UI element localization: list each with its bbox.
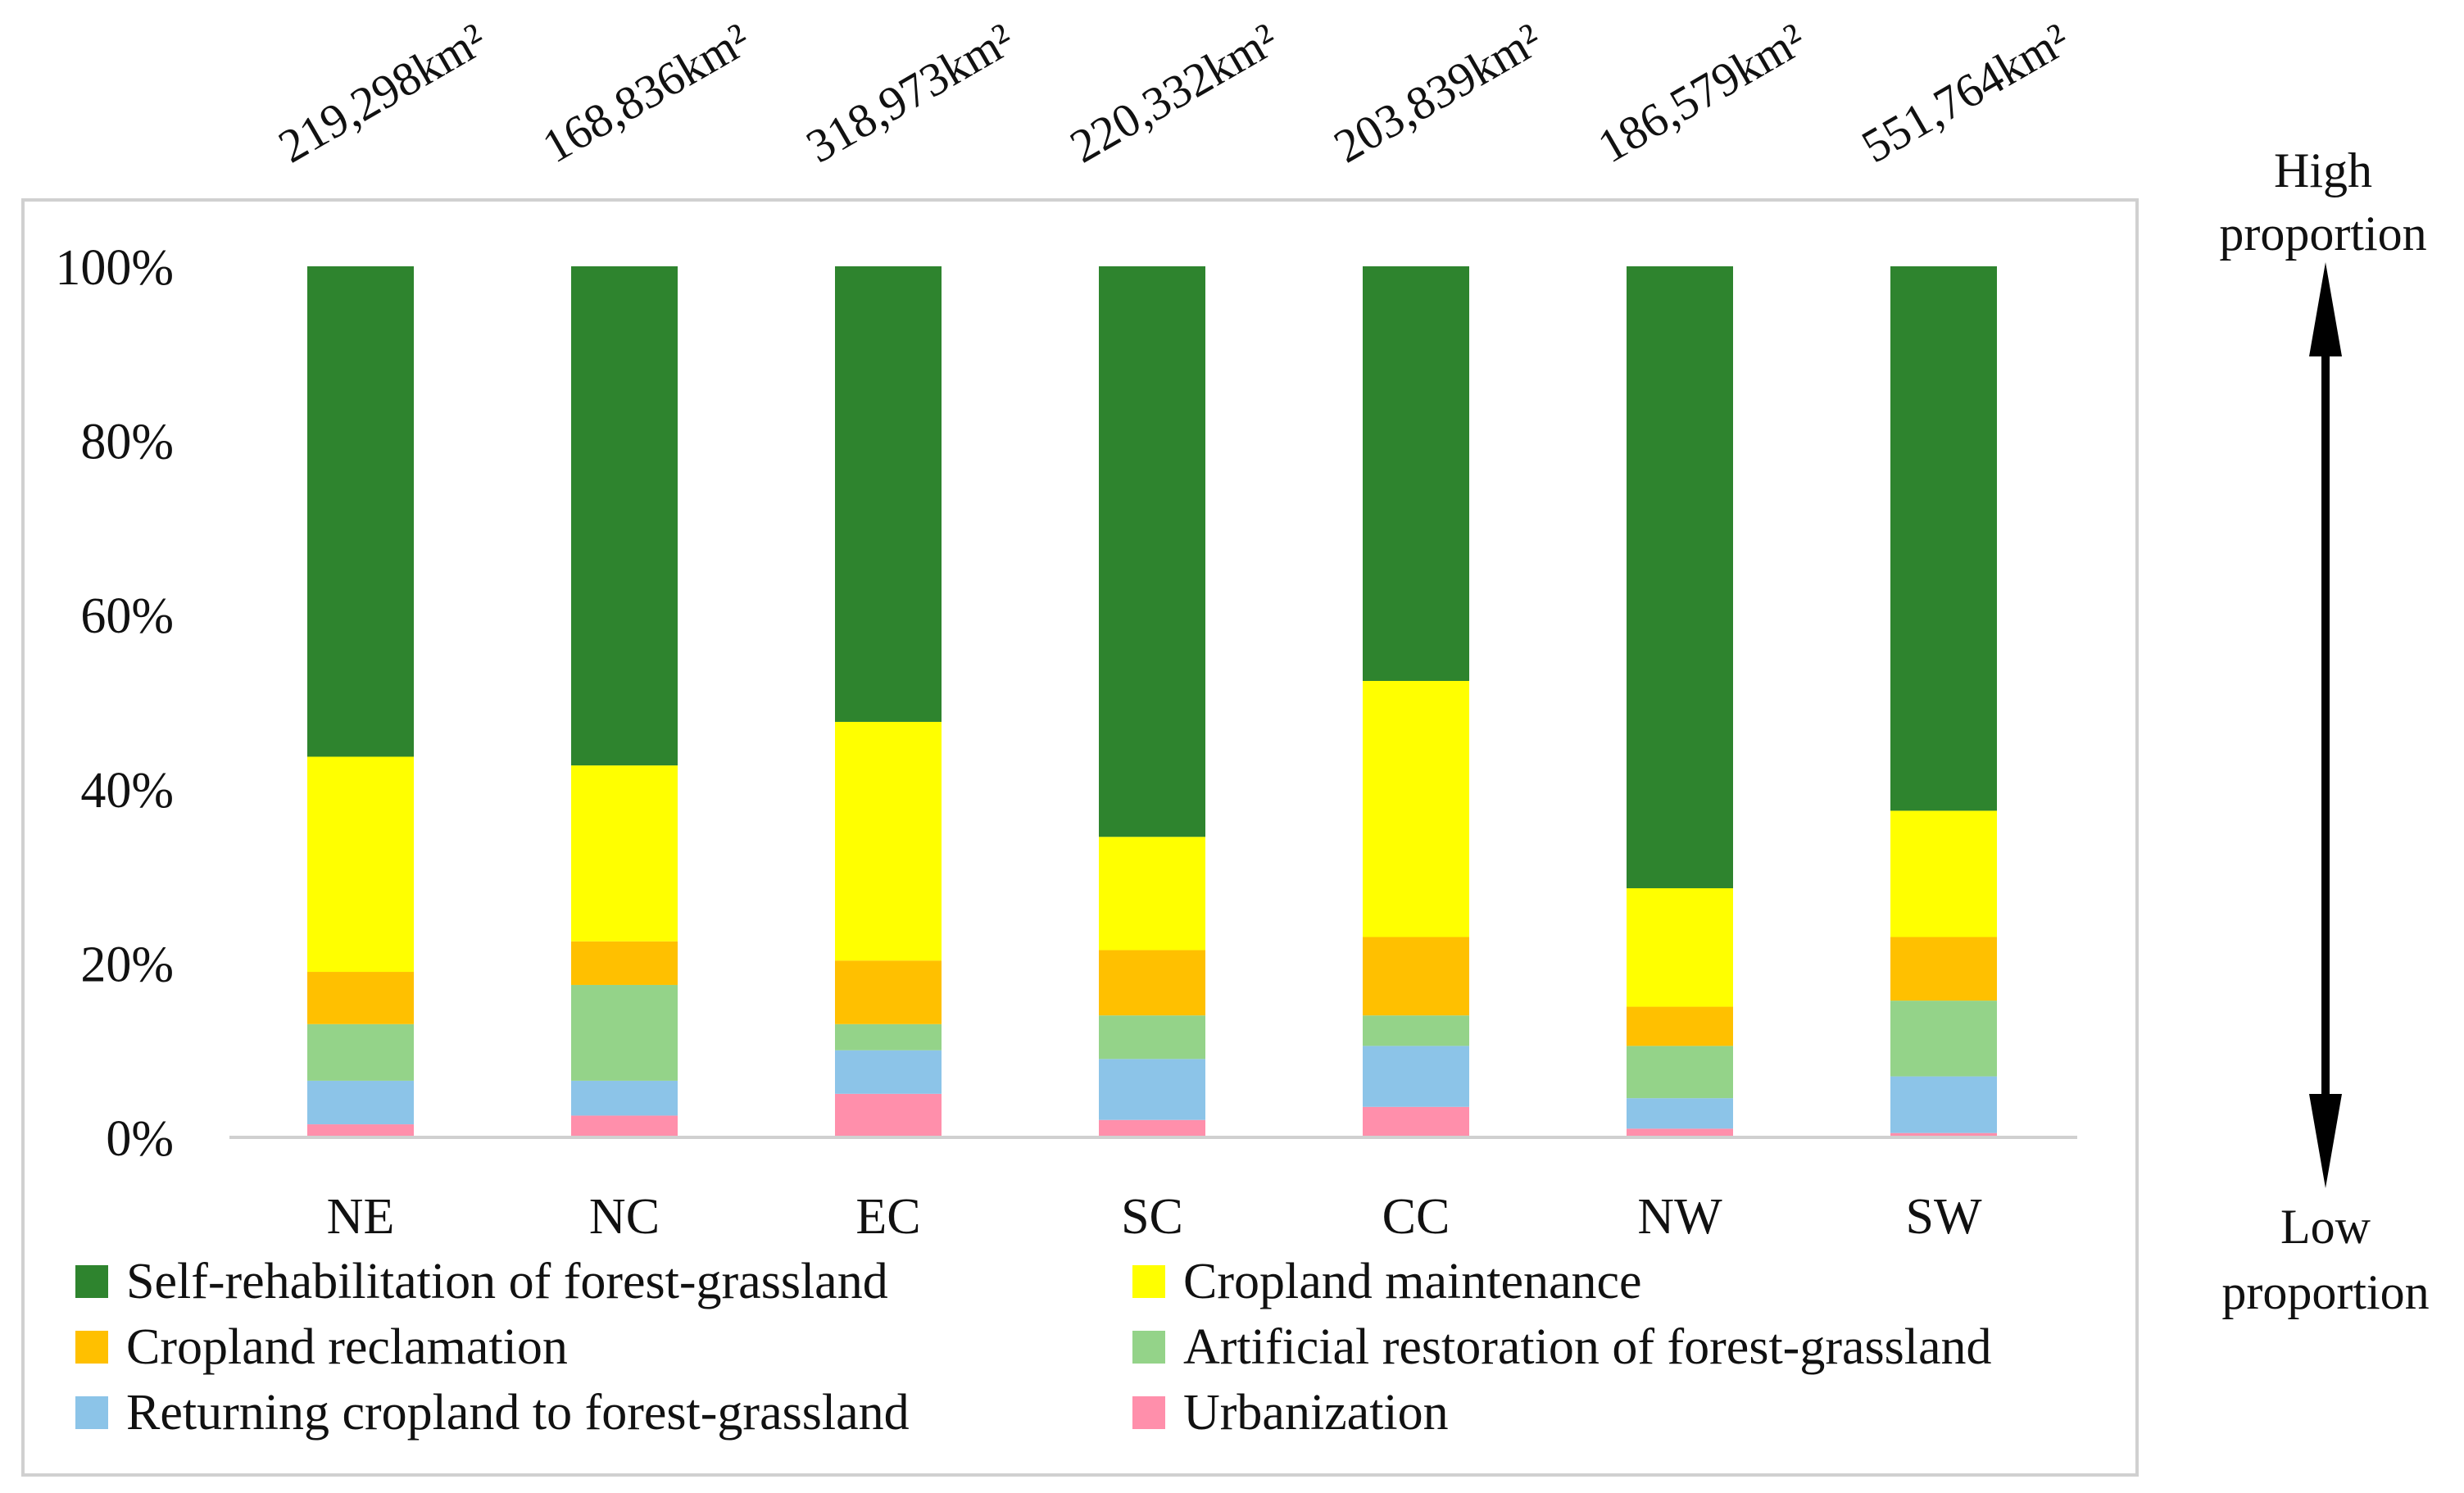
chart-frame bbox=[21, 198, 2139, 1477]
area-label-sc: 220,332km² bbox=[1061, 12, 1286, 173]
bar-segment-ec-4 bbox=[835, 960, 942, 1024]
bar-segment-nc-6 bbox=[571, 266, 678, 766]
arrow-up-head bbox=[2309, 262, 2342, 356]
bar-segment-nc-5 bbox=[571, 765, 678, 942]
legend-label-6: Self-rehabilitation of forest-grassland bbox=[126, 1254, 888, 1309]
bar-segment-ne-6 bbox=[307, 266, 414, 757]
legend-swatch-4 bbox=[75, 1331, 108, 1364]
proportion-annotation: High proportion Low proportion bbox=[2219, 143, 2429, 1319]
bar-segment-sw-1 bbox=[1890, 1132, 1997, 1137]
area-label-ec: 318,973km² bbox=[797, 12, 1023, 173]
bar-segment-nc-2 bbox=[571, 1080, 678, 1116]
legend-swatch-3 bbox=[1132, 1331, 1165, 1364]
y-tick-label: 20% bbox=[80, 937, 174, 992]
y-tick-label: 40% bbox=[80, 763, 174, 819]
bar-segment-cc-2 bbox=[1363, 1046, 1469, 1107]
legend-label-4: Cropland reclamation bbox=[126, 1319, 568, 1375]
legend-label-1: Urbanization bbox=[1183, 1385, 1449, 1441]
bar-segment-sc-3 bbox=[1099, 1015, 1205, 1060]
bar-segment-sc-6 bbox=[1099, 266, 1205, 837]
area-labels: 219,298km² 168,836km² 318,973km² 220,332km²… bbox=[270, 12, 2078, 173]
bar-segment-cc-4 bbox=[1363, 937, 1469, 1016]
bar-segment-ne-3 bbox=[307, 1023, 414, 1081]
high-label-line-2: proportion bbox=[2219, 206, 2426, 261]
bar-segment-nc-1 bbox=[571, 1115, 678, 1137]
bar-segment-cc-3 bbox=[1363, 1015, 1469, 1046]
category-label-cc: CC bbox=[1382, 1189, 1450, 1245]
bars bbox=[307, 266, 1997, 1137]
bar-segment-nw-6 bbox=[1627, 266, 1733, 888]
category-label-sc: SC bbox=[1121, 1189, 1183, 1245]
y-tick-label: 60% bbox=[80, 588, 174, 644]
bar-segment-ne-4 bbox=[307, 972, 414, 1024]
bar-segment-ec-2 bbox=[835, 1050, 942, 1094]
y-tick-label: 0% bbox=[106, 1111, 174, 1167]
legend-label-3: Artificial restoration of forest-grassla… bbox=[1183, 1319, 1992, 1375]
y-tick-label: 80% bbox=[80, 415, 174, 470]
y-tick-label: 100% bbox=[55, 240, 174, 296]
legend-swatch-2 bbox=[75, 1396, 108, 1429]
bar-segment-nw-2 bbox=[1627, 1098, 1733, 1129]
bar-segment-sc-5 bbox=[1099, 837, 1205, 951]
bar-segment-sc-1 bbox=[1099, 1119, 1205, 1137]
category-label-ec: EC bbox=[855, 1189, 920, 1245]
bar-segment-nw-4 bbox=[1627, 1006, 1733, 1046]
area-label-nc: 168,836km² bbox=[533, 12, 759, 173]
bar-segment-sc-4 bbox=[1099, 950, 1205, 1016]
bar-segment-sw-3 bbox=[1890, 1001, 1997, 1077]
bar-segment-cc-1 bbox=[1363, 1106, 1469, 1137]
legend-label-5: Cropland maintenance bbox=[1183, 1254, 1642, 1309]
bar-segment-ec-3 bbox=[835, 1023, 942, 1051]
area-label-nw: 186,579km² bbox=[1589, 12, 1814, 173]
legend-label-2: Returning cropland to forest-grassland bbox=[126, 1385, 910, 1441]
low-label-line-1: Low bbox=[2280, 1200, 2371, 1254]
bar-segment-nw-3 bbox=[1627, 1046, 1733, 1099]
bar-segment-nc-3 bbox=[571, 984, 678, 1081]
area-label-cc: 203,839km² bbox=[1325, 12, 1550, 173]
bar-segment-ne-2 bbox=[307, 1080, 414, 1125]
bar-segment-nw-5 bbox=[1627, 887, 1733, 1007]
area-label-ne: 219,298km² bbox=[270, 12, 495, 173]
bar-segment-cc-6 bbox=[1363, 266, 1469, 681]
bar-segment-cc-5 bbox=[1363, 680, 1469, 937]
category-label-sw: SW bbox=[1906, 1189, 1982, 1245]
bar-segment-sc-2 bbox=[1099, 1059, 1205, 1120]
bar-segment-sw-4 bbox=[1890, 937, 1997, 1001]
bar-segment-ec-1 bbox=[835, 1093, 942, 1137]
legend: Self-rehabilitation of forest-grassland C… bbox=[75, 1254, 1992, 1441]
bar-segment-ec-6 bbox=[835, 266, 942, 722]
legend-swatch-6 bbox=[75, 1265, 108, 1298]
low-label-line-2: proportion bbox=[2221, 1265, 2429, 1319]
legend-swatch-1 bbox=[1132, 1396, 1165, 1429]
bar-segment-sw-5 bbox=[1890, 810, 1997, 937]
high-label-line-1: High bbox=[2274, 143, 2372, 197]
x-axis-categories: NE NC EC SC CC NW SW bbox=[327, 1189, 1982, 1245]
arrow-down-head bbox=[2309, 1094, 2342, 1188]
y-axis-ticks: 0% 20% 40% 60% 80% 100% bbox=[55, 240, 174, 1167]
bar-segment-ne-1 bbox=[307, 1124, 414, 1137]
bar-segment-ec-5 bbox=[835, 721, 942, 961]
category-label-nw: NW bbox=[1637, 1189, 1722, 1245]
bar-segment-sw-2 bbox=[1890, 1076, 1997, 1133]
bar-segment-nw-1 bbox=[1627, 1128, 1733, 1137]
legend-swatch-5 bbox=[1132, 1265, 1165, 1298]
category-label-nc: NC bbox=[589, 1189, 660, 1245]
area-label-sw: 551,764km² bbox=[1853, 12, 2078, 173]
bar-segment-nc-4 bbox=[571, 941, 678, 985]
bar-segment-sw-6 bbox=[1890, 266, 1997, 811]
bar-segment-ne-5 bbox=[307, 756, 414, 973]
category-label-ne: NE bbox=[327, 1189, 395, 1245]
